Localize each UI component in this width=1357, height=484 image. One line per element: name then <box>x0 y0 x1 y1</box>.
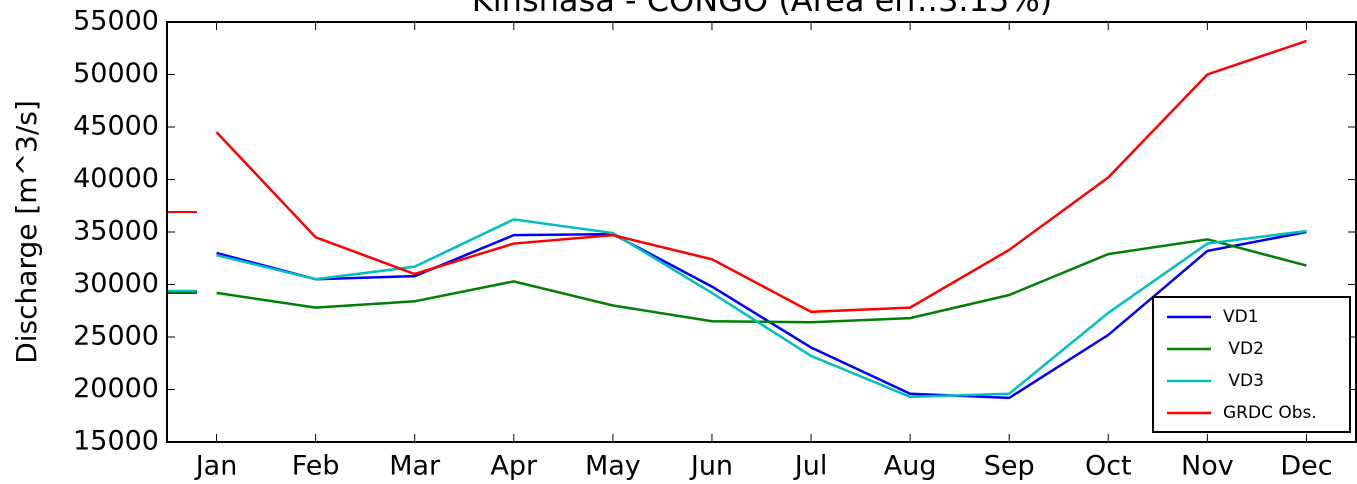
series-line <box>216 230 1307 400</box>
chart-title: Kinshasa - CONGO (Area err.:3.15%) <box>472 0 1052 19</box>
x-tick-label: Nov <box>1181 451 1234 482</box>
x-tick-label: May <box>585 451 641 482</box>
y-tick-label: 30000 <box>73 268 159 299</box>
legend-label: VD1 <box>1223 307 1259 327</box>
y-axis-label: Discharge [m^3/s] <box>10 100 43 364</box>
x-tick-label: Jun <box>689 451 733 482</box>
series-line <box>216 238 1307 324</box>
y-tick-label: 20000 <box>73 373 159 404</box>
plot-frame <box>166 21 1357 443</box>
y-tick-label: 35000 <box>73 216 159 247</box>
legend-label: VD2 <box>1223 339 1264 359</box>
legend-label: VD3 <box>1223 371 1264 391</box>
legend-box <box>1152 296 1351 433</box>
x-tick-label: Apr <box>490 451 538 482</box>
y-tick-label: 50000 <box>73 58 159 89</box>
x-tick-label: Jan <box>194 451 238 482</box>
x-tick-label: Jul <box>793 451 828 482</box>
x-tick-label: Oct <box>1085 451 1132 482</box>
y-tick-label: 40000 <box>73 163 159 194</box>
x-tick-label: Sep <box>984 451 1035 482</box>
series-line <box>216 218 1307 399</box>
series-line <box>215 39 1307 314</box>
y-tick-label: 45000 <box>73 111 159 142</box>
y-tick-label: 25000 <box>73 321 159 352</box>
y-tick-label: 15000 <box>73 426 159 457</box>
legend-label: GRDC Obs. <box>1223 403 1317 423</box>
x-tick-label: Dec <box>1280 451 1332 482</box>
x-tick-label: Mar <box>389 451 441 482</box>
x-tick-label: Feb <box>292 451 340 482</box>
y-tick-label: 55000 <box>73 6 159 37</box>
x-tick-label: Aug <box>884 451 937 482</box>
